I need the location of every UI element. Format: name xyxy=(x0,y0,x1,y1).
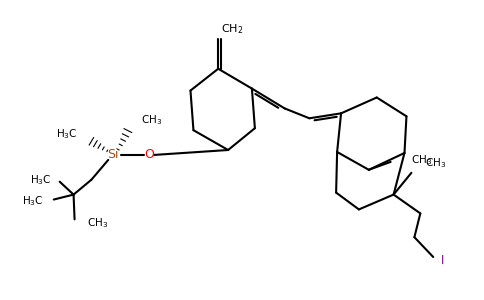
Text: H$_3$C: H$_3$C xyxy=(56,127,77,141)
Text: H$_3$C: H$_3$C xyxy=(30,173,52,187)
Text: CH$_2$: CH$_2$ xyxy=(221,22,243,36)
Text: Si: Si xyxy=(107,148,119,161)
Text: CH$_3$: CH$_3$ xyxy=(425,156,447,170)
Text: I: I xyxy=(441,254,444,268)
Text: CH$_3$: CH$_3$ xyxy=(141,113,162,127)
Text: H$_3$C: H$_3$C xyxy=(22,195,44,208)
Text: O: O xyxy=(144,148,154,161)
Text: CH$_3$: CH$_3$ xyxy=(88,216,108,230)
Text: CH$_3$: CH$_3$ xyxy=(411,153,433,167)
